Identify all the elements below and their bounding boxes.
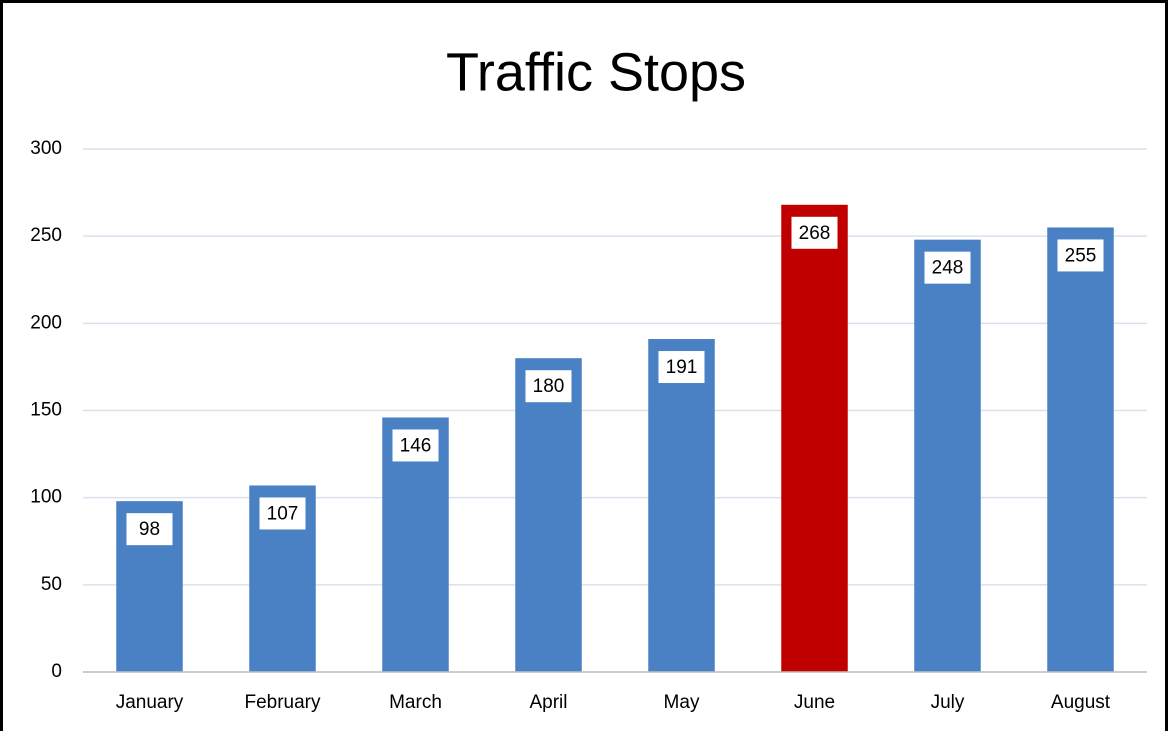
data-label-box	[791, 216, 838, 249]
x-tick-label: March	[389, 692, 442, 713]
y-tick-label: 300	[30, 138, 62, 159]
data-label: 98	[139, 519, 160, 540]
bar	[1047, 227, 1114, 672]
data-label: 146	[400, 435, 432, 456]
bar	[515, 358, 582, 672]
bar	[781, 204, 848, 672]
x-tick-label: February	[244, 692, 321, 713]
data-label-box	[525, 370, 572, 403]
y-tick-label: 200	[30, 312, 62, 333]
y-tick-label: 0	[51, 661, 62, 682]
x-tick-label: July	[931, 692, 965, 713]
data-label: 248	[932, 258, 964, 279]
y-tick-label: 250	[30, 225, 62, 246]
data-label-box	[126, 513, 173, 546]
x-tick-label: January	[116, 692, 184, 713]
data-label-box	[658, 351, 705, 384]
data-label: 191	[666, 357, 698, 378]
x-tick-label: June	[794, 692, 835, 713]
data-label: 180	[533, 376, 565, 397]
bar	[914, 239, 981, 673]
y-tick-label: 150	[30, 400, 62, 421]
data-label: 268	[799, 223, 831, 244]
bar	[648, 339, 715, 672]
data-label: 107	[267, 503, 299, 524]
x-tick-label: April	[529, 692, 567, 713]
data-label: 255	[1065, 245, 1097, 266]
chart-title: Traffic Stops	[446, 42, 746, 102]
data-label-box	[924, 251, 971, 284]
y-tick-label: 50	[41, 574, 62, 595]
data-label-box	[1057, 239, 1104, 272]
x-tick-label: August	[1051, 692, 1111, 713]
data-label-box	[259, 497, 306, 530]
data-label-box	[392, 429, 439, 462]
x-tick-label: May	[664, 692, 700, 713]
y-tick-label: 100	[30, 487, 62, 508]
